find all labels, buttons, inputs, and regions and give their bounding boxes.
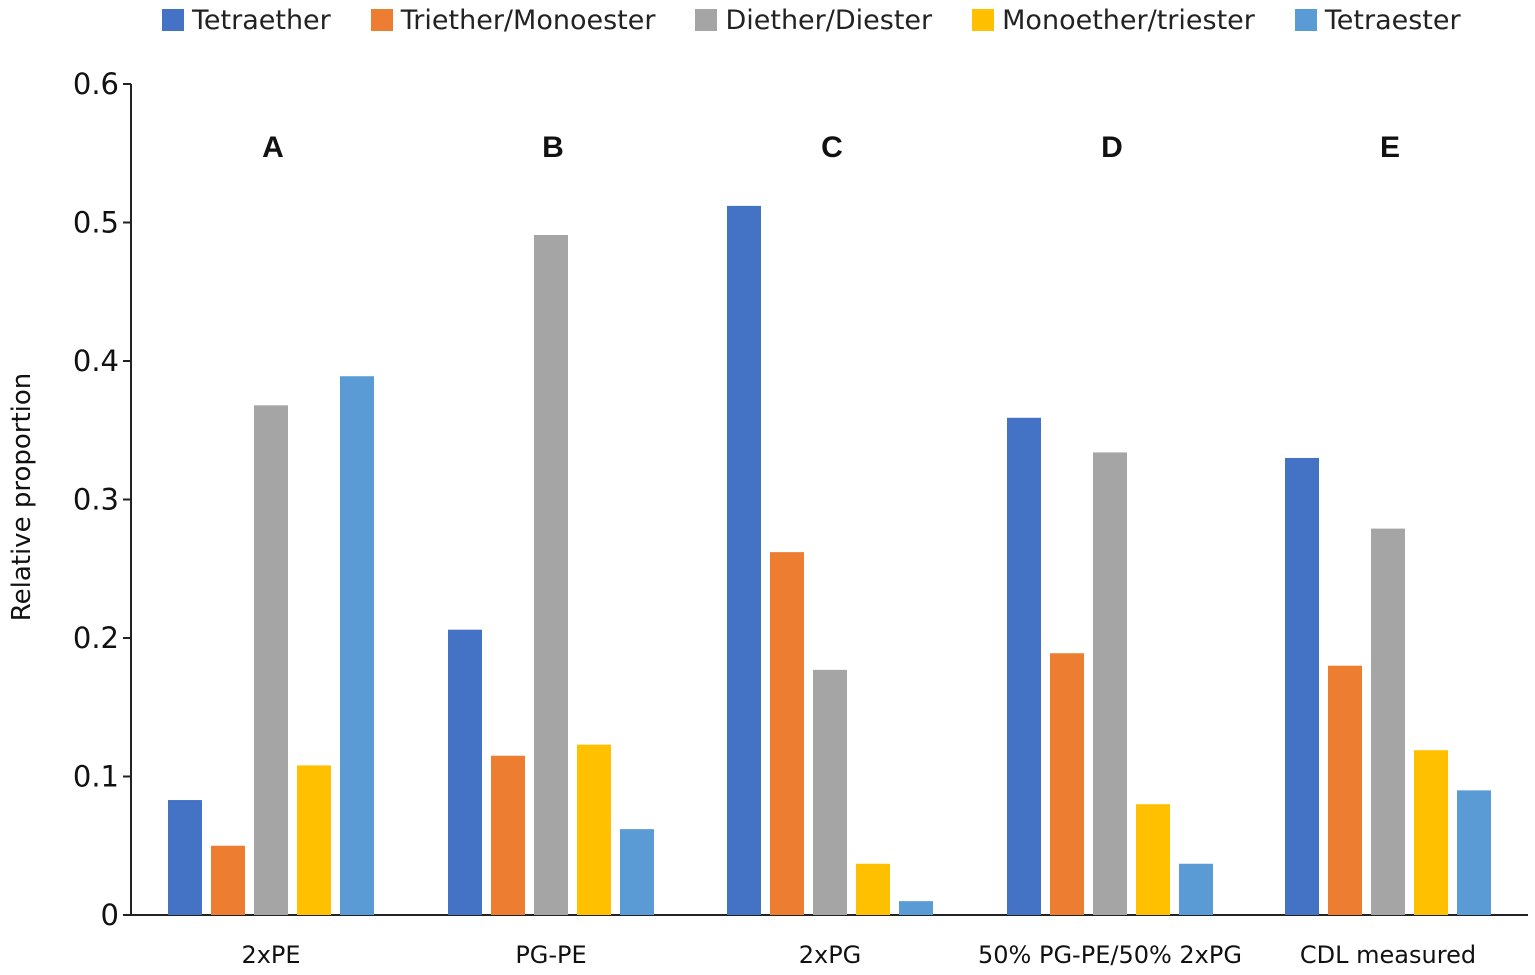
bar [1371, 528, 1405, 915]
legend-item: Triether/Monoester [370, 4, 656, 36]
legend-swatch [370, 9, 393, 31]
y-tick-label: 0.2 [73, 621, 119, 655]
panel-letter: E [1380, 131, 1400, 164]
bar [813, 669, 847, 915]
y-tick-label: 0.5 [73, 206, 119, 240]
bar [1179, 863, 1213, 915]
x-category-label: PG-PE [515, 941, 586, 969]
legend-label: Tetraester [1324, 4, 1461, 36]
x-category-label: 50% PG-PE/50% 2xPG [978, 941, 1242, 969]
legend-label: Diether/Diester [725, 4, 933, 36]
bar [856, 863, 890, 915]
bar [1457, 790, 1491, 915]
legend-swatch [1294, 9, 1317, 31]
bar [211, 845, 245, 915]
bar [1093, 452, 1127, 915]
labels: 0 0.1 0.2 0.3 0.4 0.5 0.6 Relative proportion 2x… [7, 67, 1476, 969]
bar [727, 205, 761, 915]
x-category-label: CDL measured [1300, 941, 1476, 969]
y-axis-title: Relative proportion [7, 373, 37, 622]
x-category-label: 2xPG [799, 941, 862, 969]
panel-letter: D [1101, 131, 1123, 164]
bar [168, 800, 202, 915]
bar [899, 901, 933, 915]
legend-item: Monoether/triester [972, 5, 1255, 36]
y-tick-label: 0.1 [73, 760, 119, 794]
legend-swatch [695, 9, 718, 31]
legend-item: Tetraester [1294, 4, 1461, 36]
legend-label: Monoether/triester [1002, 4, 1255, 36]
bar [1414, 750, 1448, 915]
bar [620, 829, 654, 915]
bar [1285, 457, 1319, 915]
legend-item: Tetraether [162, 5, 331, 36]
bar [770, 552, 804, 915]
bar [534, 234, 568, 916]
y-tick-label: 0.4 [73, 344, 119, 378]
bars [168, 205, 1491, 916]
panel-letter: C [821, 131, 843, 164]
panel-letter: B [542, 131, 564, 164]
legend-swatch [972, 9, 995, 31]
bar [491, 755, 525, 915]
panel-letter: A [262, 131, 284, 164]
bar [297, 765, 331, 915]
bar [1136, 804, 1170, 915]
bar [340, 376, 374, 915]
y-tick-label: 0.6 [73, 67, 119, 101]
bar [254, 405, 288, 915]
y-tick-label: 0 [101, 898, 119, 932]
y-tick-label: 0.3 [73, 483, 119, 517]
x-category-label: 2xPE [241, 941, 300, 969]
legend-item: Diether/Diester [695, 5, 932, 36]
bar [1328, 665, 1362, 915]
bar [448, 629, 482, 915]
legend: Tetraether Triether/Monoester Diether/Dies… [162, 2, 1501, 38]
legend-label: Triether/Monoester [400, 4, 656, 36]
bar [1007, 417, 1041, 915]
bar [1050, 653, 1084, 915]
legend-swatch [162, 9, 184, 31]
legend-label: Tetraether [192, 4, 331, 36]
bar [577, 744, 611, 915]
